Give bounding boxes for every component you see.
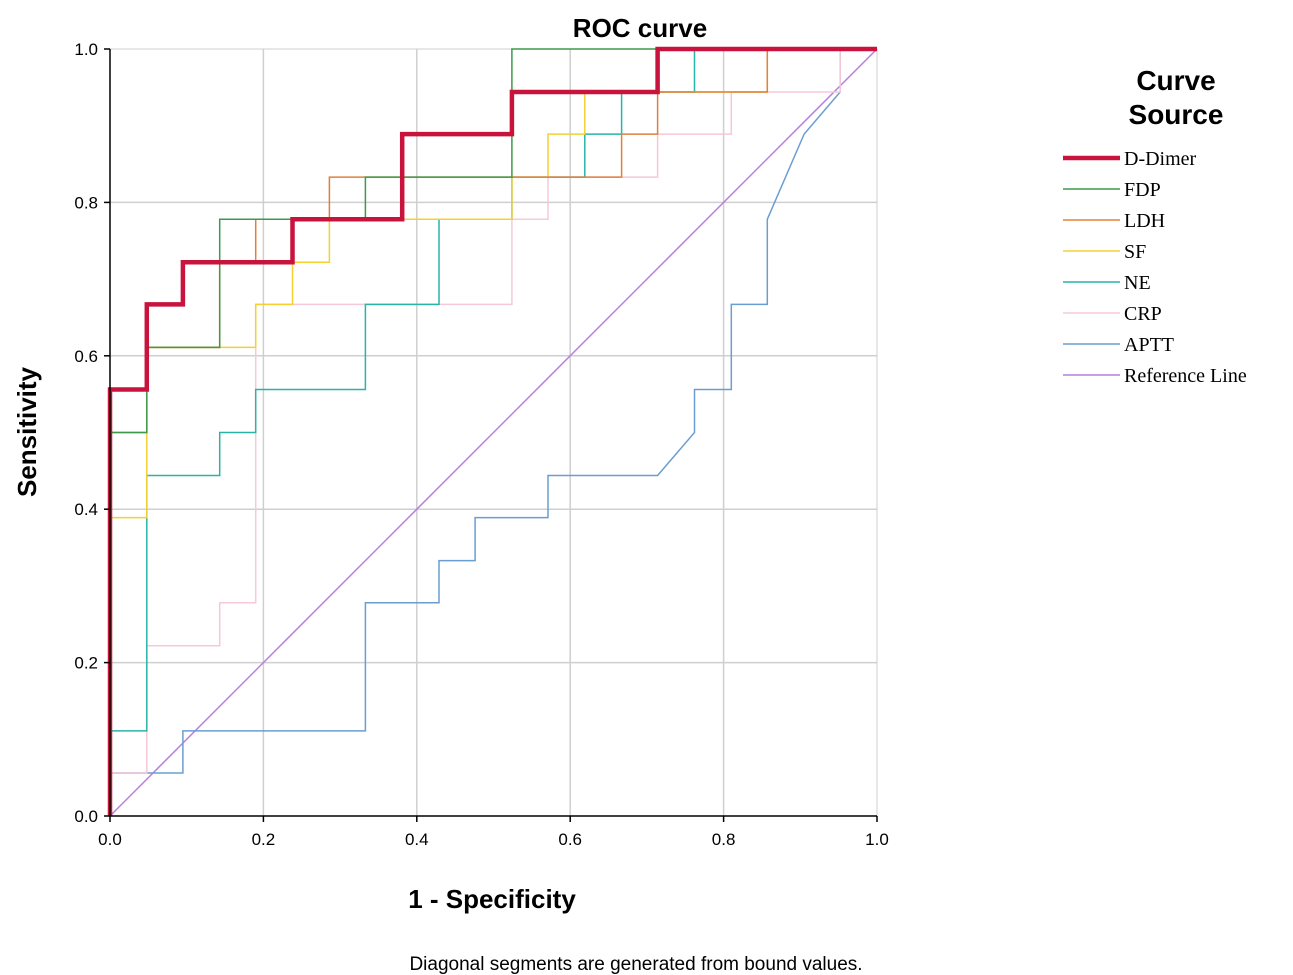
roc-series <box>107 46 878 817</box>
y-tick-label-1: 0.2 <box>74 654 98 673</box>
series-reference-line <box>109 48 878 817</box>
x-tick-label-2: 0.4 <box>405 830 429 849</box>
y-tick-label-3: 0.6 <box>74 347 98 366</box>
legend-label-ldh: LDH <box>1124 210 1165 232</box>
legend-label-fdp: FDP <box>1124 179 1161 201</box>
y-tick-label-2: 0.4 <box>74 500 98 519</box>
x-axis-label: 1 - Specificity <box>408 884 576 914</box>
legend-label-d-dimer: D-Dimer <box>1124 148 1197 170</box>
series-aptt <box>109 48 877 816</box>
footnote: Diagonal segments are generated from bou… <box>409 954 862 975</box>
legend-label-reference-line: Reference Line <box>1124 365 1247 387</box>
legend-title-line-2: Source <box>1129 99 1224 130</box>
chart-title: ROC curve <box>573 13 707 43</box>
x-tick-label-0: 0.0 <box>98 830 122 849</box>
x-tick-label-4: 0.8 <box>712 830 736 849</box>
axes <box>104 48 878 822</box>
y-axis-label: Sensitivity <box>12 366 42 497</box>
legend-label-ne: NE <box>1124 272 1151 294</box>
x-tick-label-3: 0.6 <box>558 830 582 849</box>
legend-items: D-Dimer FDP LDH SF NE CRP APTT Reference Line <box>1063 148 1247 387</box>
series-ne <box>109 48 877 816</box>
legend-label-sf: SF <box>1124 241 1146 263</box>
legend-label-crp: CRP <box>1124 303 1162 325</box>
x-tick-label-1: 0.2 <box>252 830 276 849</box>
tick-labels: 0.0 0.2 0.4 0.6 0.8 1.0 0.0 0.2 0.4 0.6 0.8 1.0 <box>74 40 888 849</box>
legend: Curve Source D-Dimer FDP LDH SF NE CRP APTT Ref… <box>1063 65 1247 387</box>
y-tick-label-5: 1.0 <box>74 40 98 59</box>
legend-label-aptt: APTT <box>1124 334 1174 356</box>
y-tick-label-4: 0.8 <box>74 193 98 212</box>
legend-title-line-1: Curve <box>1136 65 1215 96</box>
x-tick-label-5: 1.0 <box>865 830 889 849</box>
y-tick-label-0: 0.0 <box>74 807 98 826</box>
series-d-dimer <box>107 46 877 816</box>
